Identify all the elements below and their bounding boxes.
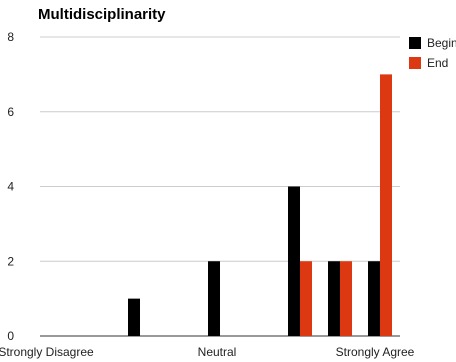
legend-label-beginning: Beginning (427, 36, 456, 50)
legend-label-end: End (427, 56, 448, 70)
bar-end-7 (340, 261, 352, 336)
y-tick-label: 6 (7, 105, 14, 119)
legend: Beginning End (409, 36, 456, 70)
chart-title: Multidisciplinarity (38, 6, 166, 23)
bar-beginning-8 (368, 261, 380, 336)
bars (128, 74, 392, 336)
bar-beginning-2 (128, 298, 140, 336)
y-tick-label: 8 (7, 30, 14, 44)
legend-swatch-beginning (409, 37, 421, 49)
x-tick-label: Neutral (198, 345, 237, 359)
y-tick-label: 0 (7, 329, 14, 343)
legend-swatch-end (409, 57, 421, 69)
x-axis-ticks: Strongly Disagree Neutral Strongly Agree (0, 345, 415, 359)
y-tick-label: 2 (7, 254, 14, 268)
bar-beginning-7 (328, 261, 340, 336)
bar-end-6 (300, 261, 312, 336)
bar-beginning-4 (208, 261, 220, 336)
x-tick-label: Strongly Agree (336, 345, 415, 359)
y-tick-label: 4 (7, 180, 14, 194)
bar-beginning-6 (288, 186, 300, 336)
x-tick-label: Strongly Disagree (0, 345, 94, 359)
bar-end-8 (380, 74, 392, 336)
y-axis-ticks: 0 2 4 6 8 (7, 30, 14, 343)
